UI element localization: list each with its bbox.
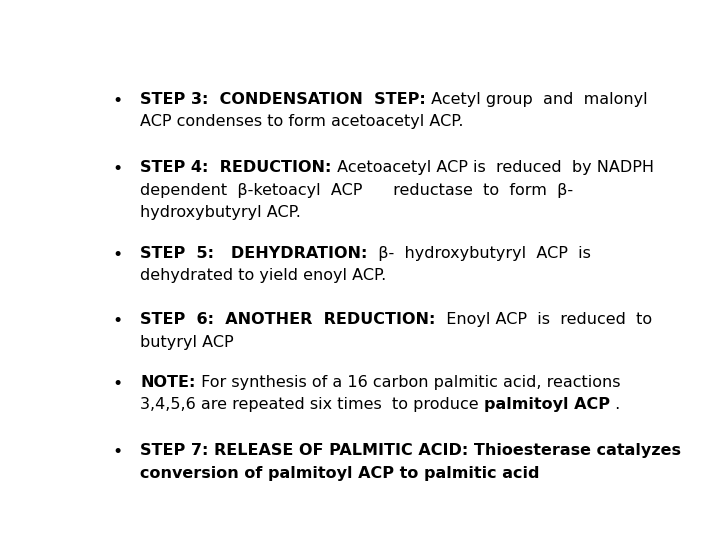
Text: 3,4,5,6 are repeated six times  to produce: 3,4,5,6 are repeated six times to produc…: [140, 397, 484, 412]
Text: palmitoyl ACP: palmitoyl ACP: [484, 397, 610, 412]
Text: •: •: [112, 312, 122, 330]
Text: For synthesis of a 16 carbon palmitic acid, reactions: For synthesis of a 16 carbon palmitic ac…: [196, 375, 620, 389]
Text: •: •: [112, 160, 122, 178]
Text: Acetyl group  and  malonyl: Acetyl group and malonyl: [426, 92, 647, 107]
Text: β-  hydroxybutyryl  ACP  is: β- hydroxybutyryl ACP is: [368, 246, 590, 261]
Text: butyryl ACP: butyryl ACP: [140, 335, 234, 350]
Text: •: •: [112, 92, 122, 110]
Text: dependent  β-ketoacyl  ACP      reductase  to  form  β-: dependent β-ketoacyl ACP reductase to fo…: [140, 183, 573, 198]
Text: STEP 4:  REDUCTION:: STEP 4: REDUCTION:: [140, 160, 332, 176]
Text: dehydrated to yield enoyl ACP.: dehydrated to yield enoyl ACP.: [140, 268, 387, 283]
Text: •: •: [112, 375, 122, 393]
Text: ACP condenses to form acetoacetyl ACP.: ACP condenses to form acetoacetyl ACP.: [140, 114, 464, 129]
Text: STEP  5:   DEHYDRATION:: STEP 5: DEHYDRATION:: [140, 246, 368, 261]
Text: •: •: [112, 443, 122, 461]
Text: STEP  6:  ANOTHER  REDUCTION:: STEP 6: ANOTHER REDUCTION:: [140, 312, 436, 327]
Text: conversion of palmitoyl ACP to palmitic acid: conversion of palmitoyl ACP to palmitic …: [140, 465, 540, 481]
Text: .: .: [610, 397, 620, 412]
Text: STEP 7: RELEASE OF PALMITIC ACID: Thioesterase catalyzes: STEP 7: RELEASE OF PALMITIC ACID: Thioes…: [140, 443, 681, 458]
Text: NOTE:: NOTE:: [140, 375, 196, 389]
Text: Acetoacetyl ACP is  reduced  by NADPH: Acetoacetyl ACP is reduced by NADPH: [332, 160, 654, 176]
Text: STEP 3:  CONDENSATION  STEP:: STEP 3: CONDENSATION STEP:: [140, 92, 426, 107]
Text: Enoyl ACP  is  reduced  to: Enoyl ACP is reduced to: [436, 312, 652, 327]
Text: •: •: [112, 246, 122, 264]
Text: hydroxybutyryl ACP.: hydroxybutyryl ACP.: [140, 205, 301, 220]
